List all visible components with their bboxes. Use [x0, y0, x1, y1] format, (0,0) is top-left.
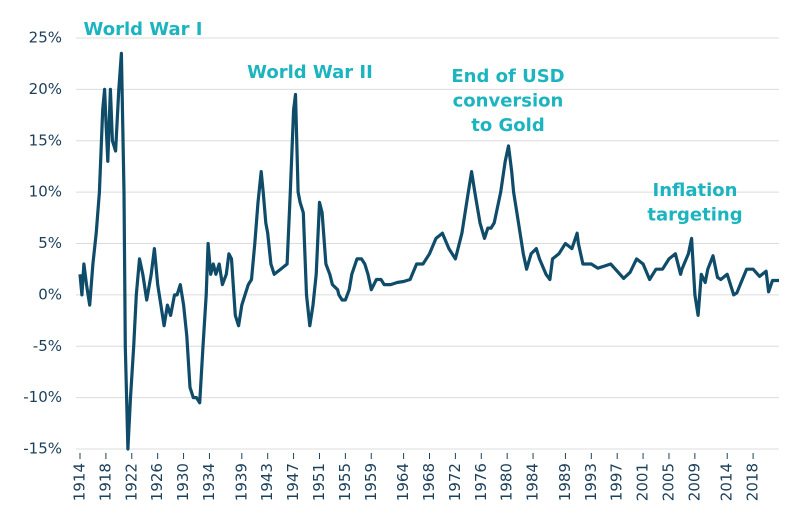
x-tick-label: 1989	[556, 463, 574, 501]
x-tick-label: 1934	[200, 463, 218, 501]
annotation: to Gold	[471, 115, 544, 136]
annotation: End of USD	[451, 66, 564, 87]
y-tick-label: -15%	[23, 440, 62, 458]
x-tick-label: 1914	[71, 463, 89, 501]
x-tick-label: 2018	[744, 463, 762, 501]
y-tick-label: 5%	[38, 234, 62, 252]
x-tick-label: 1955	[336, 463, 354, 501]
y-tick-label: 20%	[29, 80, 62, 98]
x-tick-label: 1930	[174, 463, 192, 501]
x-tick-label: 1922	[122, 463, 140, 501]
x-tick-label: 1993	[582, 463, 600, 501]
x-tick-label: 1984	[524, 463, 542, 501]
y-tick-label: 15%	[29, 131, 62, 149]
y-tick-label: -5%	[33, 337, 62, 355]
x-tick-label: 1947	[284, 463, 302, 501]
y-tick-label: 0%	[38, 285, 62, 303]
x-tick-label: 1972	[446, 463, 464, 501]
annotation: Inflation	[653, 180, 738, 201]
x-tick-label: 1964	[394, 463, 412, 501]
y-tick-label: 10%	[29, 183, 62, 201]
x-tick-label: 2014	[718, 463, 736, 501]
x-tick-label: 1939	[232, 463, 250, 501]
x-tick-label: 2009	[685, 463, 703, 501]
x-tick-label: 1997	[608, 463, 626, 501]
x-tick-label: 1959	[362, 463, 380, 501]
x-tick-label: 1968	[420, 463, 438, 501]
x-tick-label: 1926	[148, 463, 166, 501]
annotation: targeting	[647, 205, 742, 226]
inflation-line	[78, 51, 779, 451]
x-tick-label: 1943	[258, 463, 276, 501]
annotation: World War II	[247, 62, 373, 83]
y-tick-label: -10%	[23, 388, 62, 406]
x-tick-label: 1951	[310, 463, 328, 501]
x-tick-label: 1918	[96, 463, 114, 501]
annotation: conversion	[453, 91, 564, 112]
x-tick-label: 1976	[472, 463, 490, 501]
annotation: World War I	[84, 19, 203, 40]
x-tick-label: 1980	[498, 463, 516, 501]
x-tick-label: 2001	[634, 463, 652, 501]
x-tick-label: 2005	[659, 463, 677, 501]
y-tick-label: 25%	[29, 29, 62, 47]
